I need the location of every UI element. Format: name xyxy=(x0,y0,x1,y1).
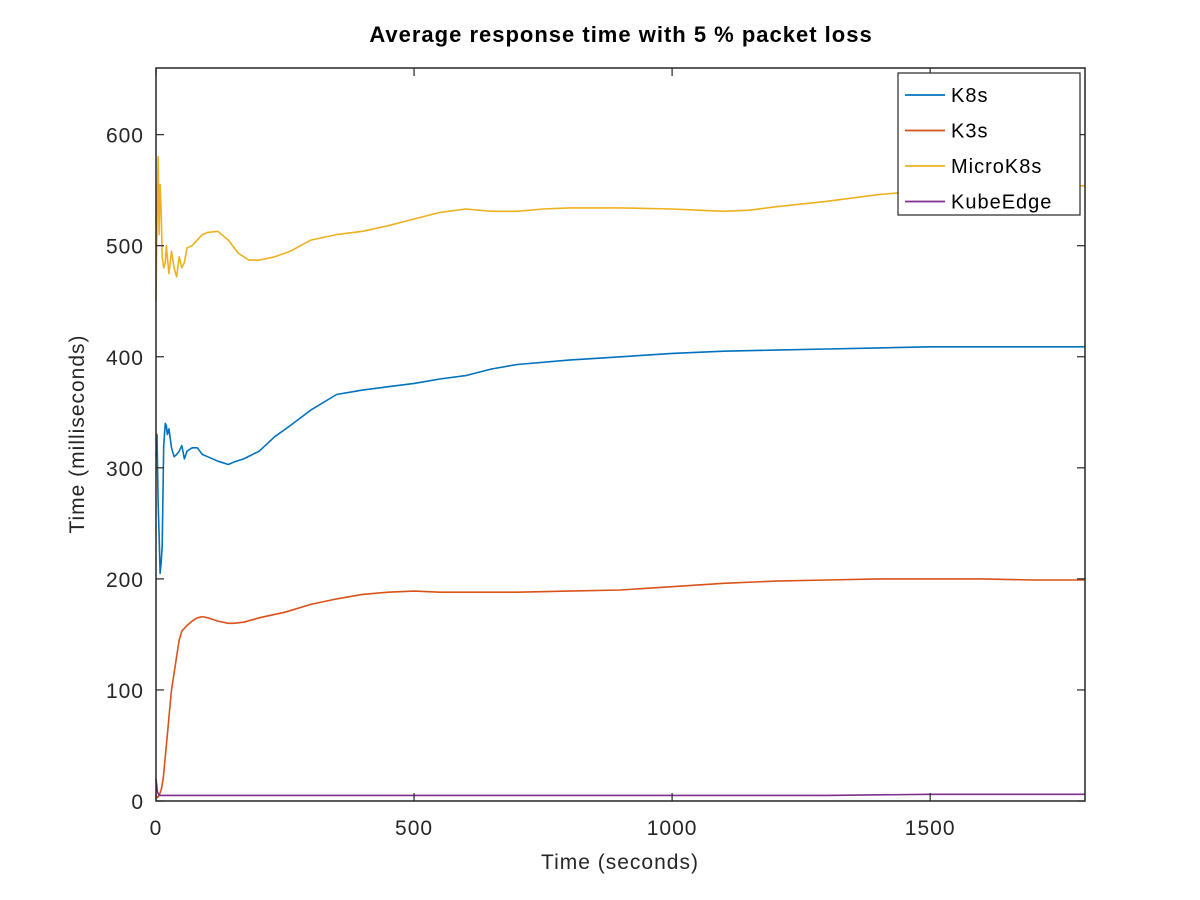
plot-frame xyxy=(155,67,1086,802)
y-tick-label: 100 xyxy=(106,680,144,703)
y-tick-label: 0 xyxy=(131,791,144,814)
x-tick-label: 0 xyxy=(150,817,163,840)
y-tick-label: 400 xyxy=(106,347,144,370)
ticks-group: 0 500 1000 1500 0 100 200 300 400 500 600 xyxy=(106,68,1085,840)
legend-label-kubeedge: KubeEdge xyxy=(951,192,1052,214)
y-tick-label: 500 xyxy=(106,236,144,259)
x-tick-label: 1000 xyxy=(647,817,698,840)
series-line-kubeedge xyxy=(155,778,1085,797)
series-line-k3s xyxy=(155,578,1085,799)
chart-title: Average response time with 5 % packet lo… xyxy=(369,22,872,47)
y-axis-label: Time (milliseconds) xyxy=(66,334,89,533)
series-group xyxy=(155,156,1086,799)
y-tick-label: 300 xyxy=(106,458,144,481)
series-line-k8s xyxy=(155,345,1085,575)
y-tick-label: 200 xyxy=(106,569,144,592)
legend-label-k3s: K3s xyxy=(951,121,988,143)
legend-label-k8s: K8s xyxy=(951,85,988,107)
y-tick-label: 600 xyxy=(106,125,144,148)
x-tick-label: 1500 xyxy=(905,817,956,840)
x-axis-label: Time (seconds) xyxy=(541,851,699,874)
series-line-microk8s xyxy=(155,156,1086,302)
legend-box xyxy=(897,72,1081,216)
legend-label-microk8s: MicroK8s xyxy=(951,156,1042,178)
legend: K8s K3s MicroK8s KubeEdge xyxy=(897,72,1081,216)
x-tick-label: 500 xyxy=(395,817,433,840)
